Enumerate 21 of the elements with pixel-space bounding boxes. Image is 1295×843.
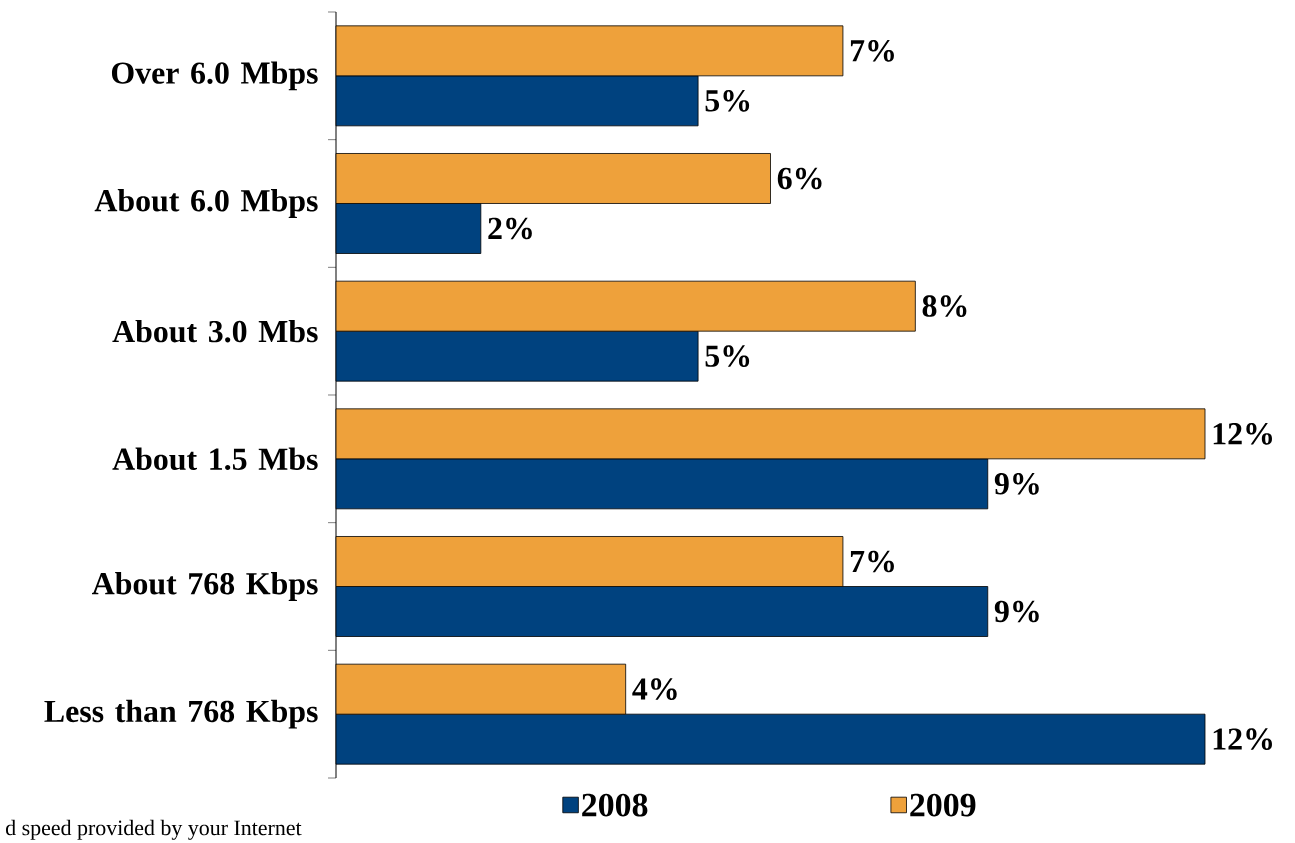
data-label: 7% bbox=[850, 40, 894, 62]
y-tick-label: About 1.5 Mbs bbox=[112, 447, 318, 471]
data-label: 12% bbox=[1213, 728, 1272, 750]
y-tick-label: About 768 Kbps bbox=[92, 572, 318, 601]
y-tick-label: About 6.0 Mbps bbox=[94, 189, 318, 218]
y-tick-label: Over 6.0 Mbps bbox=[111, 61, 318, 91]
data-label: 4% bbox=[632, 678, 677, 700]
data-label: 12% bbox=[1213, 423, 1272, 445]
data-label: 2% bbox=[488, 217, 532, 240]
data-label: 5% bbox=[705, 90, 750, 112]
data-label: 8% bbox=[922, 295, 967, 317]
data-label: 6% bbox=[777, 167, 822, 190]
data-label: 7% bbox=[850, 550, 894, 573]
data-label: 9% bbox=[994, 600, 1039, 623]
data-label: 9% bbox=[994, 473, 1039, 495]
y-tick-label: About 3.0 Mbs bbox=[112, 319, 318, 343]
legend-label: 2008 bbox=[582, 793, 648, 817]
legend-label: 2009 bbox=[910, 793, 976, 817]
text: d speed provided by your Internet bbox=[6, 819, 302, 840]
y-tick-label: Less than 768 Kbps bbox=[44, 699, 318, 729]
data-label: 5% bbox=[705, 345, 750, 367]
